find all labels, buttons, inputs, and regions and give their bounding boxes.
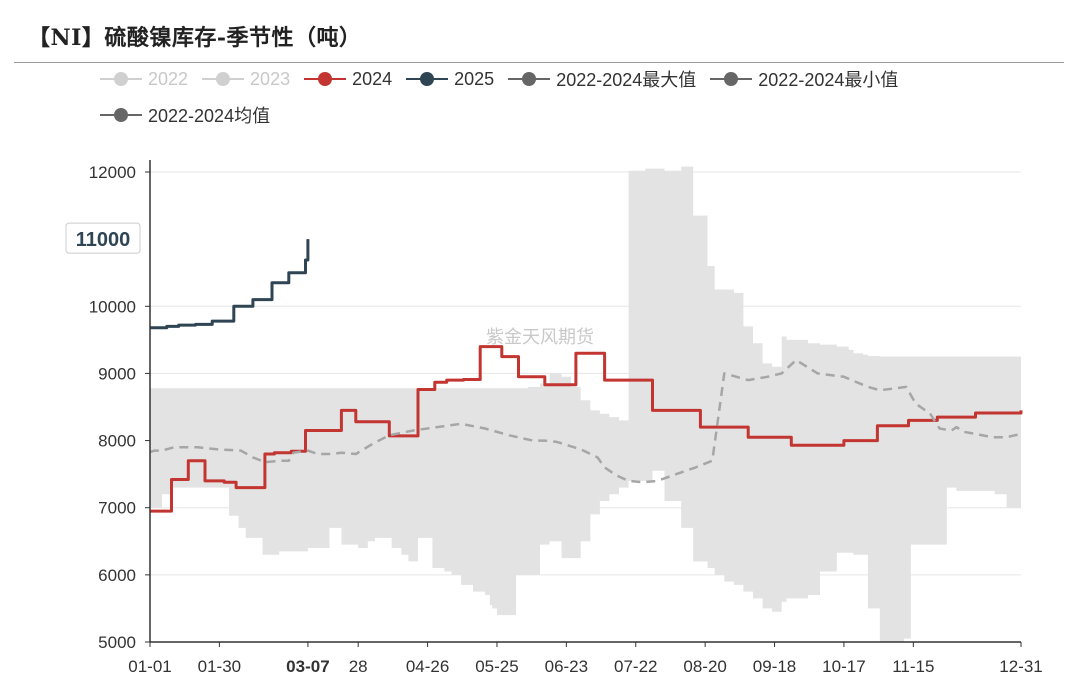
y-tick-label: 6000 <box>98 566 136 585</box>
legend-item-5[interactable]: 2022-2024最小值 <box>710 66 898 92</box>
y-tick-label: 7000 <box>98 499 136 518</box>
series-line-0 <box>150 345 1023 513</box>
y-tick-label: 8000 <box>98 432 136 451</box>
legend-label: 2022-2024均值 <box>148 106 271 126</box>
legend-label: 2022 <box>148 68 189 89</box>
legend-marker-icon <box>710 72 753 86</box>
legend-label: 2023 <box>250 68 291 89</box>
x-tick-label: 10-17 <box>822 657 865 676</box>
axis-pointer-x-label: 03-07 <box>286 657 329 676</box>
legend-label: 2022-2024最小值 <box>758 70 899 90</box>
legend-label: 2025 <box>454 68 495 89</box>
legend-item-3[interactable]: 2025 <box>406 66 494 92</box>
title-divider <box>14 62 1064 63</box>
axis-pointer-y-box <box>65 222 141 254</box>
legend-marker-icon <box>508 72 551 86</box>
legend-marker-icon <box>304 72 347 86</box>
legend-marker-icon <box>202 72 245 86</box>
x-tick-label: 07-22 <box>614 657 657 676</box>
x-tick-label: 04-26 <box>406 657 449 676</box>
legend-item-1[interactable]: 2023 <box>202 66 290 92</box>
legend-item-4[interactable]: 2022-2024最大值 <box>508 66 696 92</box>
axis-pointer-y-label: 11000 <box>76 229 131 251</box>
x-tick-label: 05-25 <box>475 657 518 676</box>
legend-item-2[interactable]: 2024 <box>304 66 392 92</box>
x-tick-label: 06-23 <box>545 657 588 676</box>
x-tick-label: 11-15 <box>892 657 934 676</box>
x-tick-label: 28 <box>349 657 368 676</box>
x-tick-label: 01-30 <box>198 657 241 676</box>
legend-marker-icon <box>100 108 142 122</box>
y-tick-label: 10000 <box>89 297 136 316</box>
page-title: 【NI】硫酸镍库存-季节性（吨） <box>28 25 362 51</box>
legend-item-6[interactable]: 2022-2024均值 <box>100 102 270 128</box>
legend-marker-icon <box>100 72 142 86</box>
series-line-2 <box>149 358 1022 484</box>
x-tick-label: 09-18 <box>753 657 796 676</box>
max-min-band <box>150 166 1021 642</box>
x-tick-label: 12-31 <box>999 657 1042 676</box>
y-tick-label: 5000 <box>98 633 136 652</box>
watermark: 紫金天风期货 <box>486 327 594 348</box>
chart-legend: 2022 2023 2024 2025 2022-2024最大值 2022-2024最小值… <box>100 66 1040 138</box>
legend-label: 2024 <box>352 68 393 89</box>
x-tick-label: 08-20 <box>683 657 726 676</box>
legend-marker-icon <box>406 72 449 86</box>
y-tick-label: 12000 <box>89 163 136 182</box>
legend-item-0[interactable]: 2022 <box>100 66 188 92</box>
series-line-1 <box>150 239 310 330</box>
legend-label: 2022-2024最大值 <box>556 70 697 90</box>
y-tick-label: 9000 <box>98 364 136 383</box>
x-tick-label: 01-01 <box>128 657 171 676</box>
